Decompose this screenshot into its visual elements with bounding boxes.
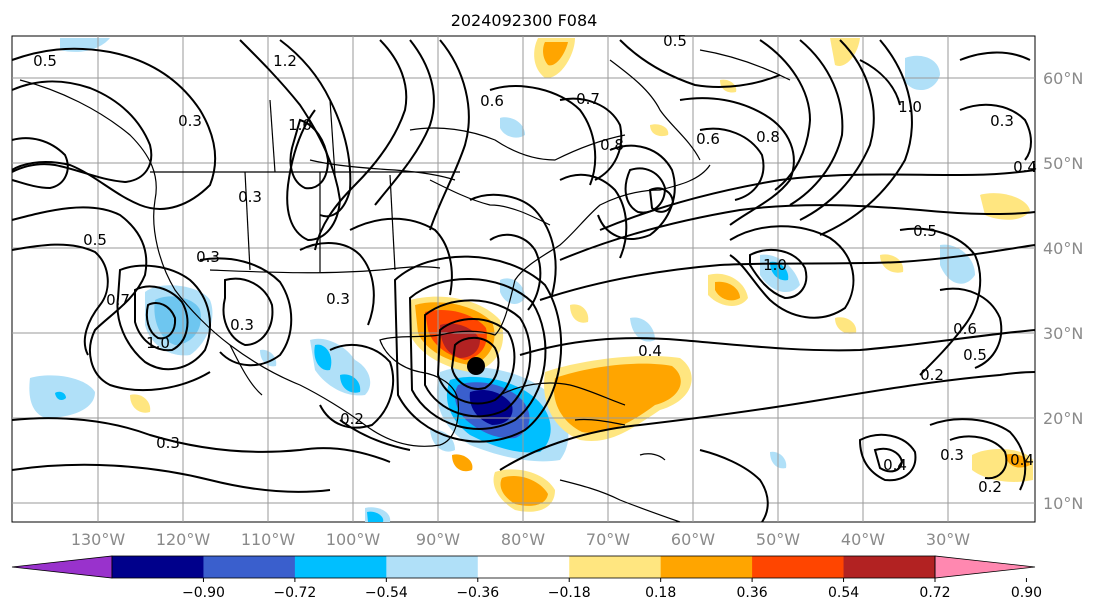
lon-labels: 130°W 120°W 110°W 100°W 90°W 80°W 70°W 6… — [71, 530, 970, 549]
lon-label: 100°W — [326, 530, 381, 549]
contour-labels: 0.5 1.2 0.3 1.0 0.3 0.3 0.5 0.3 1.0 0.7 … — [33, 32, 1037, 496]
colorbar-swatch — [203, 556, 296, 578]
lat-label: 10°N — [1043, 494, 1083, 513]
contour-label: 0.3 — [326, 290, 350, 308]
lon-label: 40°W — [841, 530, 885, 549]
colorbar-tick-label: −0.90 — [182, 585, 225, 601]
contour-label: 0.5 — [33, 52, 57, 70]
contour-lines — [11, 39, 1036, 523]
colorbar-swatch — [660, 556, 753, 578]
colorbar-tick-label: −0.18 — [548, 585, 591, 601]
contour-label: 0.5 — [913, 222, 937, 240]
lat-labels: 60°N 50°N 40°N 30°N 20°N 10°N — [1043, 69, 1083, 513]
contour-label: 0.3 — [238, 188, 262, 206]
colorbar-swatch — [294, 556, 387, 578]
colorbar-tick-label: 0.54 — [828, 585, 859, 601]
contour-label: 0.4 — [1013, 158, 1037, 176]
colorbar: −0.90 −0.72 −0.54 −0.36 −0.18 0.18 0.36 0.54 0.7… — [11, 555, 1042, 601]
contour-label: 0.3 — [230, 316, 254, 334]
contour-label: 0.6 — [953, 320, 977, 338]
contour-label: 0.2 — [978, 478, 1002, 496]
contour-label: 0.5 — [83, 231, 107, 249]
contour-label: 0.8 — [600, 136, 624, 154]
colorbar-swatch — [752, 556, 845, 578]
colorbar-swatch — [386, 556, 479, 578]
contour-label: 0.3 — [990, 112, 1014, 130]
lon-label: 80°W — [501, 530, 545, 549]
contour-label: 0.5 — [963, 346, 987, 364]
colorbar-tick-label: −0.54 — [365, 585, 408, 601]
contour-label: 0.3 — [178, 112, 202, 130]
contour-label: 1.0 — [288, 116, 312, 134]
contour-label: 1.0 — [763, 256, 787, 274]
contour-label: 1.0 — [898, 98, 922, 116]
colorbar-tick-label: −0.72 — [273, 585, 316, 601]
coastlines — [19, 49, 791, 523]
colorbar-tick-label: −0.36 — [456, 585, 499, 601]
shaded-anomalies — [29, 38, 1033, 522]
lon-label: 120°W — [156, 530, 211, 549]
storm-center-marker — [467, 357, 485, 375]
colorbar-swatch — [843, 556, 936, 578]
contour-label: 0.8 — [756, 128, 780, 146]
contour-label: 0.3 — [196, 248, 220, 266]
contour-label: 0.2 — [340, 410, 364, 428]
colorbar-outline — [111, 555, 936, 579]
hurricane-contours — [450, 336, 500, 390]
colorbar-tick-label: 0.18 — [645, 585, 676, 601]
lat-label: 40°N — [1043, 239, 1083, 258]
lon-label: 50°W — [756, 530, 800, 549]
contour-label: 0.4 — [883, 456, 907, 474]
map-panel: 0.5 1.2 0.3 1.0 0.3 0.3 0.5 0.3 1.0 0.7 … — [11, 32, 1037, 523]
contour-label: 0.3 — [940, 446, 964, 464]
lon-label: 130°W — [71, 530, 126, 549]
contour-label: 0.6 — [480, 92, 504, 110]
contour-label: 0.7 — [106, 291, 130, 309]
colorbar-swatch — [569, 556, 662, 578]
lat-label: 60°N — [1043, 69, 1083, 88]
lon-label: 70°W — [586, 530, 630, 549]
lat-label: 20°N — [1043, 409, 1083, 428]
contour-label: 0.3 — [156, 434, 180, 452]
colorbar-tick-label: 0.72 — [919, 585, 950, 601]
contour-label: 0.5 — [663, 32, 687, 50]
colorbar-extend-high — [934, 555, 1036, 579]
contour-label: 0.6 — [696, 130, 720, 148]
contour-label: 0.4 — [1010, 451, 1034, 469]
lat-label: 50°N — [1043, 154, 1083, 173]
lon-label: 90°W — [416, 530, 460, 549]
lat-lon-grid — [12, 36, 1035, 522]
lon-label: 110°W — [241, 530, 296, 549]
contour-label: 1.0 — [146, 334, 170, 352]
contour-label: 0.4 — [638, 342, 662, 360]
map-title: 2024092300 F084 — [451, 11, 598, 30]
colorbar-extend-low — [11, 555, 113, 579]
colorbar-swatch — [477, 556, 570, 578]
contour-label: 1.2 — [273, 52, 297, 70]
colorbar-swatch — [112, 556, 204, 578]
colorbar-tick-label: 0.36 — [737, 585, 768, 601]
lat-label: 30°N — [1043, 324, 1083, 343]
contour-label: 0.7 — [576, 90, 600, 108]
lon-label: 30°W — [926, 530, 970, 549]
lon-label: 60°W — [671, 530, 715, 549]
colorbar-tick-label: 0.90 — [1011, 585, 1042, 601]
contour-label: 0.2 — [920, 366, 944, 384]
